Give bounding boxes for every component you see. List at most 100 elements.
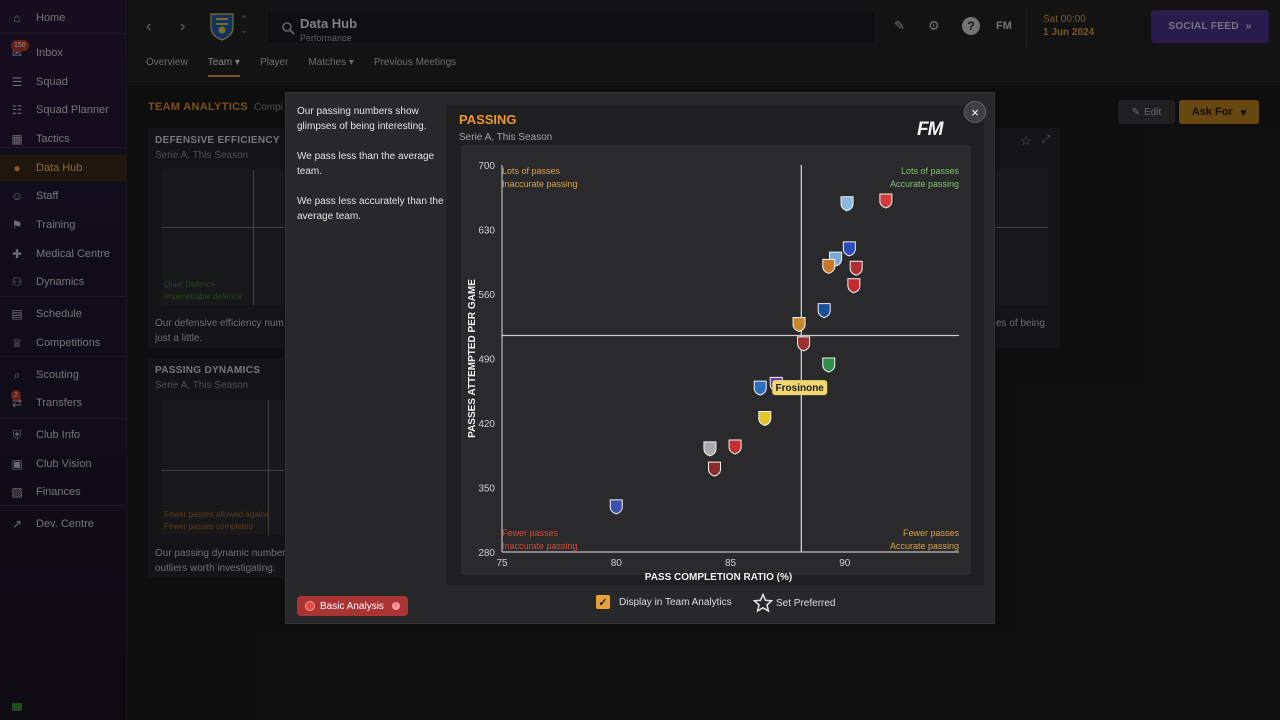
tab-previous-meetings[interactable]: Previous Meetings xyxy=(373,57,457,68)
tab-matches[interactable]: Matches ▾ xyxy=(308,57,354,68)
title-search-box[interactable]: Data Hub Performance xyxy=(266,10,876,44)
y-axis-label: PASSES ATTEMPTED PER GAME xyxy=(467,279,478,438)
edit-button[interactable]: ✎ Edit xyxy=(1118,100,1175,124)
fm-menu-button[interactable]: FM xyxy=(996,20,1012,32)
sidebar-item-label: Transfers xyxy=(36,397,83,409)
sidebar-item-data-hub[interactable]: ● Data Hub xyxy=(0,155,127,181)
y-tick-label: 280 xyxy=(478,548,495,559)
sidebar-item-label: Squad xyxy=(36,76,68,88)
sidebar-item-finances[interactable]: ▧ Finances xyxy=(0,479,127,505)
club-crest-icon[interactable] xyxy=(208,11,236,41)
sidebar-item-label: Dev. Centre xyxy=(36,518,94,530)
passing-modal: Our passing numbers show glimpses of bei… xyxy=(285,92,995,624)
sidebar-item-dynamics[interactable]: ⚇ Dynamics xyxy=(0,269,127,295)
basic-analysis-label: Basic Analysis xyxy=(320,600,384,612)
sidebar-item-competitions[interactable]: ♕ Competitions xyxy=(0,330,127,356)
sidebar-item-medical-centre[interactable]: ✚ Medical Centre xyxy=(0,241,127,267)
sidebar-item-label: Inbox xyxy=(36,47,63,59)
pencil-icon[interactable]: ✎ xyxy=(894,18,905,33)
tab-bar: Overview Team ▾ Player Matches ▾ Previous Me… xyxy=(146,57,476,77)
expand-icon[interactable]: ⤢ xyxy=(1042,134,1050,145)
info-icon[interactable]: i xyxy=(391,602,400,610)
sidebar-separator xyxy=(0,505,127,506)
sidebar-item-dev-centre[interactable]: ↗ Dev. Centre xyxy=(0,511,127,537)
brain-icon[interactable]: ⚙ xyxy=(928,18,940,33)
calendar-icon: ▤ xyxy=(11,307,23,321)
sidebar-item-club-vision[interactable]: ▣ Club Vision xyxy=(0,451,127,477)
team-crest-point xyxy=(758,410,772,426)
card-description: Our defensive efficiency num just a litt… xyxy=(155,316,355,346)
chevron-down-icon: ▾ xyxy=(1240,106,1247,119)
edit-label: Edit xyxy=(1144,106,1162,118)
sidebar-separator xyxy=(0,296,127,297)
club-switch-arrows-icon[interactable]: ⌃ ⌄ xyxy=(240,14,248,35)
quadrant-label: Lots of passes xyxy=(502,166,561,176)
card-desc-line: Our defensive efficiency num xyxy=(155,318,284,329)
set-preferred-button[interactable]: Set Preferred xyxy=(753,593,835,613)
x-tick-label: 90 xyxy=(839,558,851,569)
team-crest-point xyxy=(753,380,767,396)
card-title: PASSING DYNAMICS xyxy=(155,365,261,376)
header: ‹ › ⌃ ⌄ Data Hub Performance ✎ ⚙ ? FM Sat… xyxy=(128,0,1280,82)
sidebar-separator xyxy=(0,33,127,34)
sidebar-item-club-info[interactable]: ⛨ Club Info xyxy=(0,422,127,448)
star-icon[interactable]: ☆ xyxy=(1020,133,1032,148)
ask-for-button[interactable]: Ask For ▾ xyxy=(1179,100,1259,124)
comp-label: Compi xyxy=(254,102,283,113)
social-feed-button[interactable]: SOCIAL FEED » xyxy=(1151,10,1269,43)
game-date[interactable]: Sat 00:00 1 Jun 2024 xyxy=(1026,6,1136,46)
back-arrow-icon[interactable]: ‹ xyxy=(146,18,152,35)
quadrant-label: Lots of passes xyxy=(901,166,960,176)
defensive-efficiency-card[interactable]: DEFENSIVE EFFICIENCY Serie A, This Seaso… xyxy=(148,128,284,348)
quadrant-label: Fewer passes xyxy=(903,528,960,538)
sidebar-item-transfers[interactable]: ⇄ 2 Transfers xyxy=(0,390,127,416)
card-description: Our passing dynamic number outliers wort… xyxy=(155,546,355,576)
quadrant-label: Quiet Defence xyxy=(164,280,216,289)
tab-team[interactable]: Team ▾ xyxy=(207,57,241,77)
set-preferred-label: Set Preferred xyxy=(776,597,836,609)
y-tick-label: 630 xyxy=(478,226,495,237)
mini-plot: Fewer passes allowed agains Fewer passes… xyxy=(161,400,284,535)
sidebar-item-home[interactable]: ⌂ Home xyxy=(0,5,127,31)
sidebar-item-label: Squad Planner xyxy=(36,104,109,116)
sidebar-item-label: Competitions xyxy=(36,337,101,349)
sidebar-item-squad-planner[interactable]: ☷ Squad Planner xyxy=(0,97,127,123)
close-icon[interactable]: × xyxy=(964,101,986,123)
pencil-icon: ✎ xyxy=(1131,106,1141,118)
y-tick-label: 490 xyxy=(478,355,495,366)
help-icon[interactable]: ? xyxy=(962,17,980,35)
sidebar-item-schedule[interactable]: ▤ Schedule xyxy=(0,301,127,327)
search-icon: ⌕ xyxy=(13,367,21,382)
forward-arrow-icon[interactable]: › xyxy=(180,18,186,35)
quadrant-label: Inaccurate passing xyxy=(502,179,578,189)
sidebar-item-staff[interactable]: ☺ Staff xyxy=(0,183,127,209)
status-indicator-icon[interactable] xyxy=(12,703,22,711)
sidebar-separator xyxy=(0,147,127,148)
ask-for-label: Ask For xyxy=(1191,106,1233,118)
x-tick-label: 80 xyxy=(611,558,623,569)
analysis-text: Our passing numbers show glimpses of bei… xyxy=(297,104,447,239)
team-crest-point xyxy=(817,303,831,319)
sidebar-item-label: Training xyxy=(36,219,76,231)
passing-dynamics-card[interactable]: PASSING DYNAMICS Serie A, This Season Fe… xyxy=(148,358,286,578)
social-feed-label: SOCIAL FEED xyxy=(1168,21,1239,32)
double-chevron-right-icon: » xyxy=(1245,21,1252,32)
sidebar-item-inbox[interactable]: ✉ 150 Inbox xyxy=(0,40,127,66)
quadrant-label: Inaccurate passing xyxy=(502,541,578,551)
sidebar: ⌂ Home ✉ 150 Inbox ☰ Squad ☷ Squad Planner ▦ Tacti… xyxy=(0,0,127,720)
sidebar-item-squad[interactable]: ☰ Squad xyxy=(0,69,127,95)
page-title: Data Hub xyxy=(300,16,358,31)
sidebar-item-training[interactable]: ⚑ Training xyxy=(0,212,127,238)
checkbox-checked-icon[interactable]: ✓ xyxy=(596,595,610,609)
sidebar-item-tactics[interactable]: ▦ Tactics xyxy=(0,126,127,152)
sidebar-item-scouting[interactable]: ⌕ Scouting xyxy=(0,362,127,388)
basic-analysis-button[interactable]: Basic Analysis i xyxy=(297,596,408,616)
right-analytics-card[interactable]: ☆ ⤢ es of being xyxy=(996,128,1060,348)
tab-overview[interactable]: Overview xyxy=(146,57,188,68)
tab-player[interactable]: Player xyxy=(259,57,289,68)
sidebar-item-label: Club Info xyxy=(36,429,81,441)
home-icon: ⌂ xyxy=(13,11,21,25)
passing-chart-card: PASSING Serie A, This Season FM 75 80 85 90… xyxy=(447,105,984,585)
display-in-team-analytics[interactable]: ✓ Display in Team Analytics xyxy=(596,595,732,609)
team-crest-point xyxy=(797,336,811,352)
